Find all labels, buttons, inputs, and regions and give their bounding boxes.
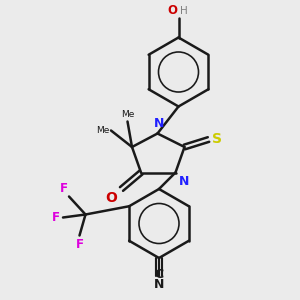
Text: Me: Me bbox=[121, 110, 134, 119]
Text: H: H bbox=[180, 7, 188, 16]
Text: S: S bbox=[212, 132, 222, 146]
Text: O: O bbox=[105, 191, 117, 206]
Text: F: F bbox=[76, 238, 83, 251]
Text: O: O bbox=[167, 4, 177, 17]
Text: N: N bbox=[154, 278, 164, 290]
Text: N: N bbox=[154, 117, 164, 130]
Text: Me: Me bbox=[96, 126, 110, 135]
Text: F: F bbox=[51, 211, 59, 224]
Text: N: N bbox=[178, 175, 189, 188]
Text: F: F bbox=[59, 182, 68, 195]
Text: C: C bbox=[154, 268, 164, 281]
